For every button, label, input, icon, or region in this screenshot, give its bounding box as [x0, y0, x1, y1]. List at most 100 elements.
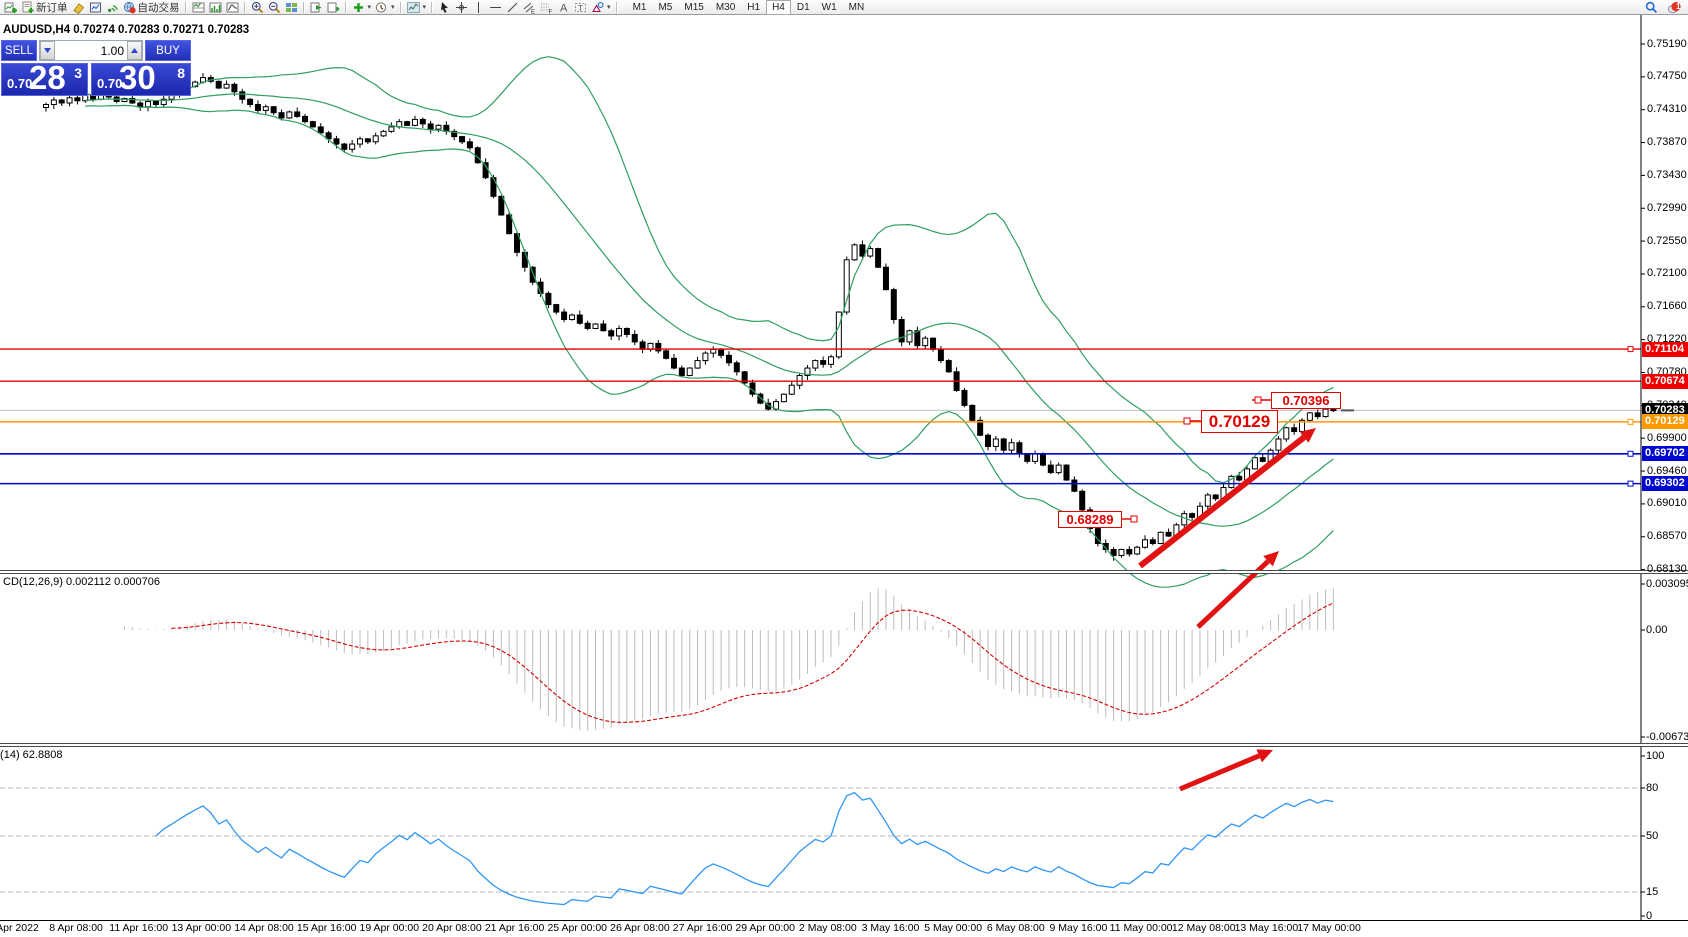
search-button[interactable]: [1643, 1, 1660, 15]
macd-label: CD(12,26,9) 0.002112 0.000706: [3, 576, 160, 588]
notifications-button[interactable]: 1: [1666, 1, 1684, 15]
candle-body: [945, 360, 952, 373]
volume-up-button[interactable]: [127, 41, 142, 60]
candle-body: [985, 434, 991, 447]
candle-body: [419, 118, 426, 125]
panel-splitter-rsi[interactable]: [0, 743, 1688, 747]
candle-body: [372, 135, 379, 143]
candle-body: [992, 438, 999, 447]
timeframe-m30[interactable]: M30: [715, 1, 736, 13]
zoom-in-button[interactable]: [249, 0, 266, 14]
line-handle[interactable]: [1627, 346, 1634, 353]
candle-body: [961, 389, 968, 406]
timeframe-m15[interactable]: M15: [684, 1, 704, 13]
svg-text:E: E: [531, 9, 535, 14]
price-axis-area[interactable]: [1641, 15, 1688, 920]
volume-down-button[interactable]: [40, 41, 55, 60]
candle-body: [270, 106, 277, 114]
indicator-curve-button[interactable]: [224, 0, 241, 14]
vline-button[interactable]: [470, 0, 487, 14]
autotrade-button[interactable]: 自动交易: [121, 0, 182, 14]
equichannel-button[interactable]: E: [521, 0, 538, 14]
time-axis[interactable]: [0, 920, 1688, 937]
buy-button[interactable]: BUY: [145, 40, 191, 61]
trend-arrow-head: [1263, 551, 1279, 567]
volume-input[interactable]: 1.00: [100, 44, 124, 58]
timeframe-w1[interactable]: W1: [821, 1, 837, 13]
shapes-button[interactable]: ▾: [589, 0, 613, 14]
period-button[interactable]: ▾: [373, 0, 397, 14]
timeframe-m5[interactable]: M5: [658, 1, 673, 13]
tester-forward-button[interactable]: [308, 0, 325, 14]
candle-body: [914, 330, 921, 347]
volume-spinner: 1.00: [39, 40, 143, 61]
line-handle[interactable]: [1627, 450, 1634, 457]
timeframe-mn[interactable]: MN: [848, 1, 865, 13]
candle-body: [1157, 531, 1164, 545]
label-button[interactable]: T: [572, 0, 589, 14]
candle-body: [788, 384, 795, 395]
candle-body: [1330, 408, 1337, 412]
candle-body: [977, 419, 984, 436]
candle-body: [702, 352, 709, 362]
indicator-window-button[interactable]: [190, 0, 207, 14]
panel-splitter-macd[interactable]: [0, 570, 1688, 574]
crosshair-button[interactable]: [453, 0, 470, 14]
svg-text:A: A: [560, 2, 568, 14]
fibo-button[interactable]: F: [538, 0, 555, 14]
new-chart-button[interactable]: [2, 0, 19, 14]
callout-anchor[interactable]: [1254, 396, 1262, 404]
line-handle[interactable]: [1627, 480, 1634, 487]
callout-anchor[interactable]: [1130, 515, 1138, 523]
rsi-panel-area[interactable]: [0, 747, 1641, 920]
line-handle[interactable]: [1627, 418, 1634, 425]
candle-body: [333, 138, 340, 145]
chevron-down-icon: ▾: [391, 4, 395, 11]
candle-body: [757, 393, 764, 404]
chart-type-button[interactable]: ▾: [405, 0, 429, 14]
signal-button[interactable]: [104, 0, 121, 14]
timeframe-h4[interactable]: H4: [766, 0, 791, 15]
indicator-add-button[interactable]: [207, 0, 224, 14]
shapes-icon: [591, 1, 604, 14]
candle-body: [380, 130, 387, 137]
timeframe-h1[interactable]: H1: [747, 1, 761, 13]
hline-button[interactable]: [487, 0, 504, 14]
market-watch-button[interactable]: [87, 0, 104, 14]
zoom-out-button[interactable]: [266, 0, 283, 14]
zoom-in-icon: [251, 1, 264, 14]
toolbar-separator: [184, 1, 187, 13]
new-order-button[interactable]: 新订单: [19, 0, 70, 14]
tester-step-button[interactable]: [325, 0, 342, 14]
candle-body: [1118, 548, 1125, 556]
cursor-button[interactable]: [436, 0, 453, 14]
text-button[interactable]: A: [555, 0, 572, 14]
sell-price-sup: 3: [74, 65, 82, 81]
add-object-button[interactable]: ▾: [350, 0, 374, 14]
buy-price-box[interactable]: 0.70 30 8: [91, 59, 191, 96]
candle-body: [678, 367, 685, 377]
main-chart-area[interactable]: [0, 16, 1641, 570]
candle-body: [663, 350, 670, 359]
tile-windows-button[interactable]: [283, 0, 300, 14]
timeframe-d1[interactable]: D1: [796, 1, 810, 13]
candle-body: [694, 360, 701, 369]
profile-button[interactable]: [70, 0, 87, 14]
candle-body: [828, 356, 834, 365]
timeframe-m1[interactable]: M1: [632, 1, 647, 13]
candle-body: [741, 371, 748, 384]
candle-body: [1024, 453, 1031, 462]
callout-anchor[interactable]: [1183, 417, 1191, 425]
candle-body: [937, 348, 944, 362]
trendline-button[interactable]: [504, 0, 521, 14]
candle-body: [859, 244, 866, 257]
candle-body: [349, 143, 356, 150]
sell-button[interactable]: SELL: [1, 40, 37, 61]
zoom-out-icon: [268, 1, 281, 14]
macd-panel-area[interactable]: [0, 574, 1641, 743]
candle-body: [254, 103, 261, 111]
period-icon: [375, 1, 388, 14]
notification-bubble-icon: [1668, 1, 1682, 14]
sell-price-box[interactable]: 0.70 28 3: [1, 59, 88, 96]
